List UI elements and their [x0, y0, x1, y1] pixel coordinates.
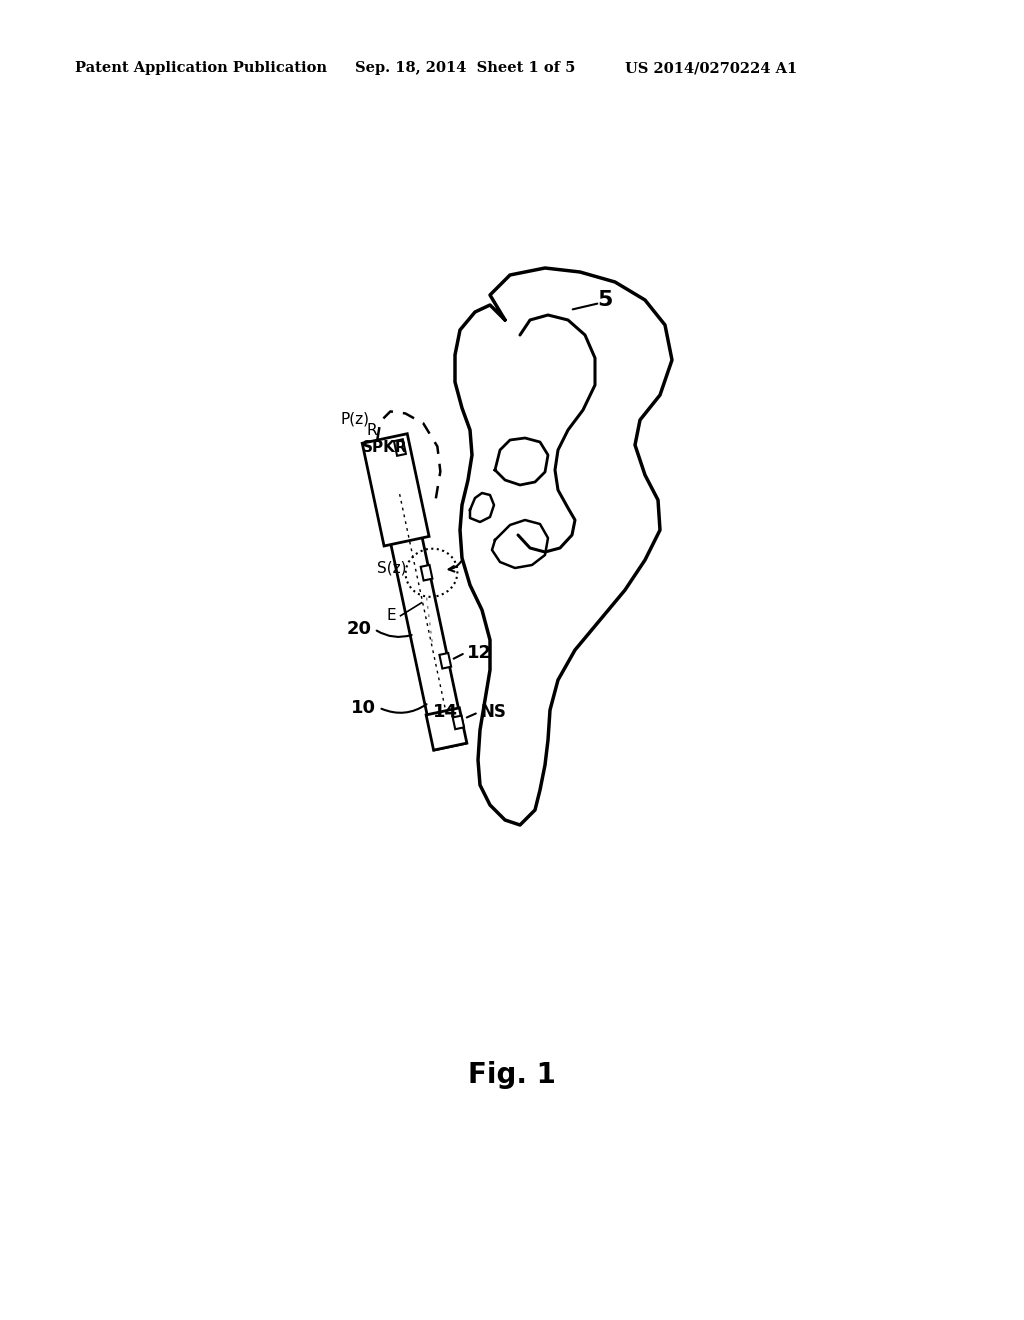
Text: E: E — [386, 609, 396, 623]
Text: 12: 12 — [467, 644, 493, 661]
Text: 20: 20 — [346, 620, 372, 638]
Polygon shape — [421, 565, 432, 581]
Text: Fig. 1: Fig. 1 — [468, 1061, 556, 1089]
Polygon shape — [439, 653, 452, 668]
Text: 5: 5 — [597, 290, 612, 310]
Text: NS: NS — [480, 704, 506, 722]
Text: S(z): S(z) — [377, 560, 407, 576]
Text: R: R — [367, 422, 378, 438]
Text: Patent Application Publication: Patent Application Publication — [75, 61, 327, 75]
Text: SPKR: SPKR — [361, 440, 408, 455]
Text: 14: 14 — [433, 704, 459, 722]
Text: 10: 10 — [351, 698, 376, 717]
Polygon shape — [362, 434, 429, 546]
Polygon shape — [426, 708, 467, 750]
Text: P(z): P(z) — [340, 412, 370, 426]
Polygon shape — [394, 440, 406, 455]
Polygon shape — [453, 715, 464, 729]
Polygon shape — [370, 440, 466, 750]
Text: Sep. 18, 2014  Sheet 1 of 5: Sep. 18, 2014 Sheet 1 of 5 — [355, 61, 575, 75]
Text: US 2014/0270224 A1: US 2014/0270224 A1 — [625, 61, 798, 75]
